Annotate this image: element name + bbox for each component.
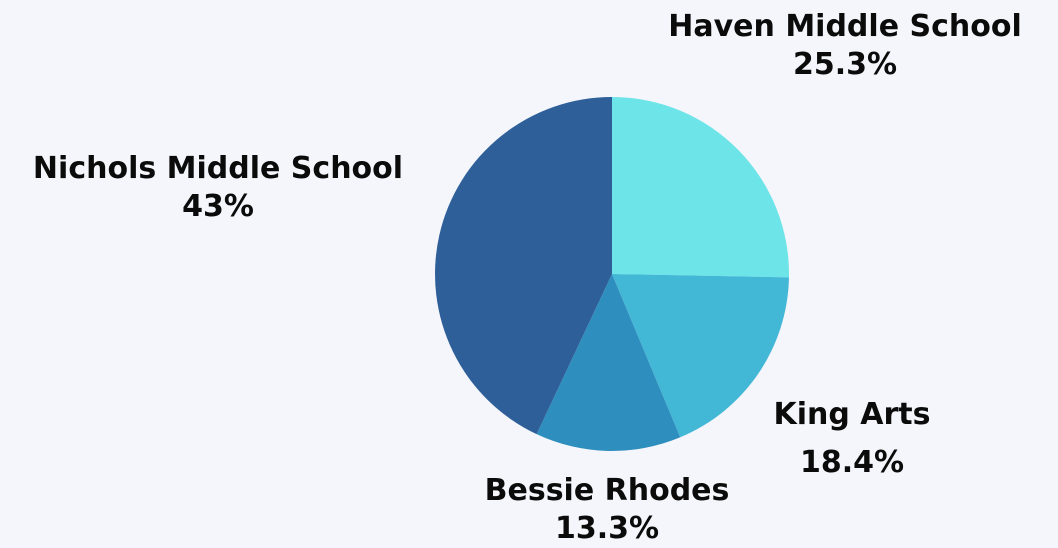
slice-name-haven-middle-school: Haven Middle School — [668, 9, 1022, 44]
slice-percent-nichols-middle-school: 43% — [182, 189, 254, 224]
pie-slice-king-arts — [612, 274, 789, 438]
slice-percent-haven-middle-school: 25.3% — [792, 47, 898, 82]
pie-slice-bessie-rhodes — [536, 274, 681, 451]
slice-percent-king-arts: 18.4% — [799, 445, 905, 480]
slice-label-haven-middle-school: Haven Middle School 25.3% — [640, 8, 1050, 84]
slice-name-nichols-middle-school: Nichols Middle School — [32, 151, 404, 186]
pie-slices — [435, 97, 790, 451]
slice-name-king-arts: King Arts — [773, 397, 931, 432]
pie-slice-haven-middle-school — [612, 97, 790, 278]
slice-label-nichols-middle-school: Nichols Middle School 43% — [2, 150, 434, 226]
pie-slice-nichols-middle-school — [435, 97, 612, 435]
slice-name-bessie-rhodes: Bessie Rhodes — [484, 473, 730, 508]
slice-label-king-arts: King Arts 18.4% — [752, 396, 952, 482]
slice-label-bessie-rhodes: Bessie Rhodes 13.3% — [452, 472, 762, 548]
slice-percent-bessie-rhodes: 13.3% — [554, 511, 660, 546]
